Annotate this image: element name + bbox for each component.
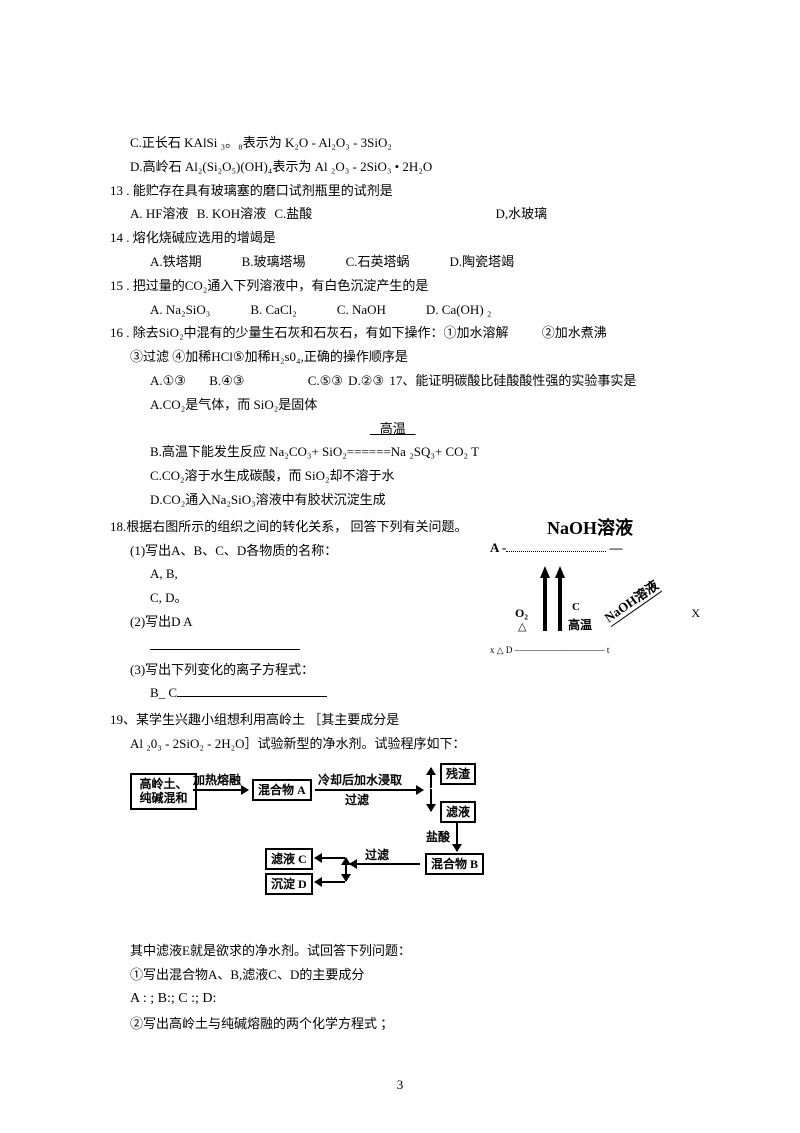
flow-box3: 残渣 <box>440 763 476 785</box>
flow-box4: 滤液 <box>440 801 476 823</box>
q19-p2: ①写出混合物A、B,滤液C、D的主要成分 <box>110 965 690 986</box>
q14-stem: 14 . 熔化烧碱应选用的增竭是 <box>110 228 690 249</box>
arrow-right-icon <box>193 789 248 791</box>
q18-p3: (3)写出下列变化的离子方程式： <box>110 660 480 681</box>
q14-options: A.铁塔期 B.玻璃塔埸 C.石英塔蜗 D.陶瓷塔竭 <box>110 252 690 273</box>
q13-a: A. HF溶液 <box>130 206 189 221</box>
q12-opt-d: D.高岭石 Al₂(Si₂O₅)(OH)₄表示为 Al ₂O₃ - 2SiO₃ … <box>110 157 690 178</box>
q13-stem: 13 . 能贮存在具有玻璃塞的磨口试剂瓶里的试剂是 <box>110 181 690 202</box>
q14-d: D.陶瓷塔竭 <box>449 252 514 273</box>
q18-stem: 18.根据右图所示的组织之间的转化关系， 回答下列有关问题。 <box>110 517 480 538</box>
arrow-down-icon <box>430 789 432 811</box>
arrow-left-icon <box>350 863 420 865</box>
q17-gaowen: _ 高温 _ <box>110 419 690 440</box>
q19-p1: 其中滤液E就是欲求的净水剂。试回答下列问题： <box>110 941 690 962</box>
q16-c: C.⑤③ <box>308 373 343 388</box>
q19-stem1: 19、某学生兴趣小组想利用高岭土 ［其主要成分是 <box>110 710 690 731</box>
q19-p4: ②写出高岭土与纯碱熔融的两个化学方程式 ； <box>110 1014 690 1035</box>
flow-label2a: 冷却后加水浸取 <box>318 771 402 788</box>
q16-stem2: ③过滤 ④加稀HCl⑤加稀H₂s0₄,正确的操作顺序是 <box>110 347 690 368</box>
q18-cd: C, D。 <box>110 588 480 609</box>
q18-bc: B_ C <box>110 683 480 704</box>
q14-c: C.石英塔蜗 <box>346 252 410 273</box>
q16-b: B.④③ <box>209 373 244 388</box>
flow-label1: 加热熔融 <box>193 771 241 788</box>
q16-17-options: A.①③ B.④③ C.⑤③ D.②③ 17、能证明碳酸比硅酸酸性强的实验事实是 <box>110 371 690 392</box>
flow-box2: 混合物 A <box>252 779 312 801</box>
arrow-down-icon <box>345 863 347 881</box>
naoh-diag: NaOH溶液 <box>600 575 662 627</box>
q13-b: B. KOH溶液 <box>197 206 266 221</box>
flow-box1: 高岭土、 纯碱混和 <box>130 773 197 810</box>
page-number: 3 <box>0 1077 800 1093</box>
q15-c: C. NaOH <box>337 300 386 321</box>
flow-box6: 滤液 C <box>265 848 313 870</box>
naoh-title: NaOH溶液 <box>490 514 690 540</box>
flow-label3: 盐酸 <box>426 828 450 845</box>
q17-c: C.CO₂溶于水生成碳酸，而 SiO₂却不溶于水 <box>110 466 690 487</box>
flow-label4: 过滤 <box>365 846 389 863</box>
arrow-down-icon <box>456 823 458 851</box>
q15-d: D. Ca(OH) ₂ <box>426 300 492 321</box>
flow-label2b: 过滤 <box>345 791 369 808</box>
q16-d: D.②③ <box>348 373 384 388</box>
o2-label: O₂ <box>515 606 528 621</box>
q17-a: A.CO₂是气体，而 SiO₂是固体 <box>110 395 690 416</box>
q15-a: A. Na₂SiO₃ <box>150 300 210 321</box>
q19-stem2: Al ₂0₃ - 2SiO₂ - 2H₂O］试验新型的净水剂。试验程序如下： <box>110 734 690 755</box>
bottom-line: x △ D —————————— t <box>490 645 609 656</box>
q18-p1: (1)写出A、B、C、D各物质的名称： <box>110 541 480 562</box>
q17-d: D.CO₂通入Na₂SiO₃溶液中有胶状沉淀生成 <box>110 490 690 511</box>
q17-stem: 17、能证明碳酸比硅酸酸性强的实验事实是 <box>389 373 636 388</box>
q13-d: D,水玻璃 <box>496 206 548 221</box>
q15-stem: 15 . 把过量的CO₂通入下列溶液中，有白色沉淀产生的是 <box>110 276 690 297</box>
q19-flow-diagram: 高岭土、 纯碱混和 加热熔融 混合物 A 冷却后加水浸取 过滤 残渣 滤液 盐酸… <box>130 763 560 933</box>
q18-blank <box>110 636 480 657</box>
arrow-stem2 <box>558 576 562 631</box>
arrow-left-icon <box>315 881 345 883</box>
arrow-left-icon <box>315 857 345 859</box>
q16-a: A.①③ <box>150 373 186 388</box>
q15-b: B. CaCl₂ <box>250 300 296 321</box>
q18-p2: (2)写出D A <box>110 612 480 633</box>
q14-a: A.铁塔期 <box>150 252 202 273</box>
q13-options: A. HF溶液 B. KOH溶液 C.盐酸 D,水玻璃 <box>110 204 690 225</box>
q12-opt-c: C.正长石 KAlSi ₃。₈表示为 K₂O - Al₂O₃ - 3SiO₂ <box>110 133 690 154</box>
q19-p3: A : ; B:; C :; D: <box>110 988 690 1010</box>
q17-b: B.高温下能发生反应 Na₂CO₃+ SiO₂======Na ₂SQ₃+ CO… <box>110 442 690 463</box>
arrow-stem <box>543 576 547 631</box>
a-line: A - — <box>490 540 690 556</box>
q18-ab: A, B, <box>110 564 480 585</box>
x-angle: X <box>691 606 700 621</box>
c-label: C <box>572 601 580 613</box>
q13-c: C.盐酸 <box>274 206 312 221</box>
triangle-icon: △ <box>518 620 526 633</box>
flow-box7: 沉淀 D <box>265 873 313 895</box>
arrow-up-icon <box>430 768 432 788</box>
q18-diagram: NaOH溶液 A - — O₂ △ C 高温 NaOH溶液 X x △ D ——… <box>490 514 690 707</box>
q15-options: A. Na₂SiO₃ B. CaCl₂ C. NaOH D. Ca(OH) ₂ <box>110 300 690 321</box>
q14-b: B.玻璃塔埸 <box>242 252 306 273</box>
q16-stem1: 16 . 除去SiO₂中混有的少量生石灰和石灰石，有如下操作：①加水溶解 ②加水… <box>110 323 690 344</box>
flow-box5: 混合物 B <box>425 853 484 875</box>
gaowen-label: 高温 <box>568 616 592 633</box>
